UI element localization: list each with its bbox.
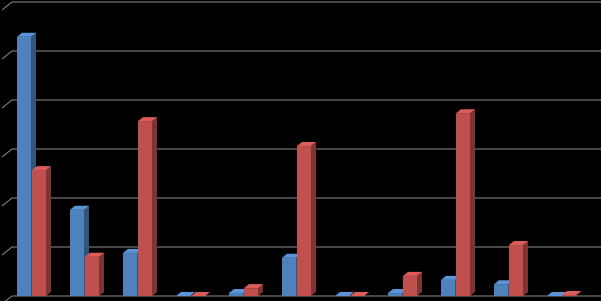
- bar-top: [229, 289, 248, 294]
- grid-line: [1, 148, 601, 158]
- bar-side: [470, 109, 475, 296]
- bar-side: [417, 271, 422, 296]
- bar-top: [176, 292, 195, 296]
- bar-side: [258, 284, 263, 296]
- bar-side: [152, 117, 157, 296]
- bar-group: [191, 292, 210, 297]
- bar: [297, 146, 311, 296]
- bar: [123, 252, 137, 296]
- bar: [509, 245, 523, 296]
- grid-line: [1, 197, 601, 207]
- bar: [494, 284, 508, 296]
- bar-top: [509, 241, 528, 246]
- bar-side: [576, 291, 581, 296]
- bar-group: [32, 166, 51, 296]
- bar-top: [138, 117, 157, 122]
- bar-top: [388, 289, 407, 294]
- bar-top: [191, 292, 210, 296]
- bar-top: [85, 252, 104, 257]
- bar-group: [509, 241, 528, 296]
- bar-group: [85, 252, 104, 296]
- bar-top: [562, 291, 581, 296]
- bar-top: [456, 109, 475, 114]
- bar-top: [297, 142, 316, 147]
- bar: [388, 293, 402, 296]
- bar: [138, 121, 152, 296]
- bar: [282, 257, 296, 296]
- bar: [17, 36, 31, 296]
- bar: [32, 170, 46, 296]
- bar: [85, 256, 99, 296]
- bar-group: [456, 109, 475, 296]
- bar-top: [32, 166, 51, 171]
- bar-top: [244, 284, 263, 289]
- bar-top: [350, 292, 369, 296]
- bar-top: [123, 248, 142, 253]
- bar: [70, 209, 84, 296]
- grid-line: [1, 246, 601, 256]
- bar-top: [403, 271, 422, 276]
- bar-top: [17, 32, 36, 37]
- bar-top: [335, 292, 354, 296]
- bar-side: [523, 241, 528, 296]
- grid-line: [1, 1, 601, 11]
- bar-group: [176, 292, 195, 297]
- bar-top: [70, 205, 89, 210]
- bar-top: [494, 280, 513, 285]
- bar-group: [297, 142, 316, 296]
- bar: [244, 288, 258, 296]
- bar-group: [403, 271, 422, 296]
- grid-line: [1, 99, 601, 109]
- bar-group: [335, 292, 354, 297]
- bar-group: [562, 291, 581, 296]
- bar-group: [350, 292, 369, 297]
- grid-line: [1, 50, 601, 60]
- bar: [229, 293, 243, 296]
- bar-side: [46, 166, 51, 296]
- bar-top: [441, 275, 460, 280]
- bar: [441, 279, 455, 296]
- bar: [562, 295, 576, 296]
- grid-line: [4, 295, 601, 301]
- bar: [403, 275, 417, 296]
- bar-side: [99, 252, 104, 296]
- bar-group: [244, 284, 263, 296]
- bar-group: [138, 117, 157, 296]
- bar-side: [311, 142, 316, 296]
- bar-top: [547, 292, 566, 296]
- bar-group: [547, 292, 566, 297]
- bar: [456, 113, 470, 296]
- bar-top: [282, 253, 301, 258]
